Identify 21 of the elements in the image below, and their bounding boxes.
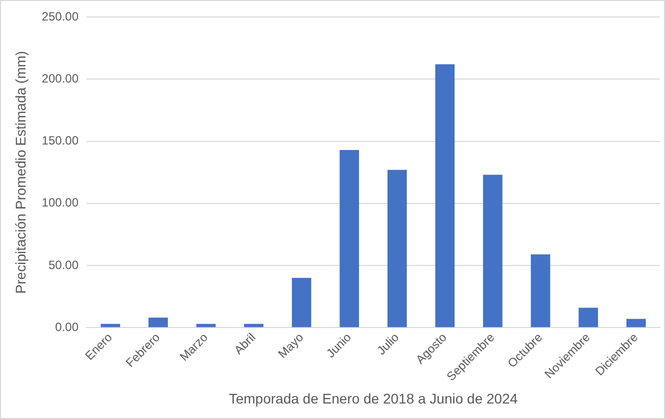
bar xyxy=(292,278,312,328)
bar xyxy=(100,324,120,328)
y-tick-label: 0.00 xyxy=(55,320,79,334)
bar xyxy=(530,254,550,328)
x-axis-title: Temporada de Enero de 2018 a Junio de 2024 xyxy=(228,390,518,406)
y-tick-label: 50.00 xyxy=(48,258,79,272)
bar xyxy=(578,308,598,328)
y-tick-label: 250.00 xyxy=(42,9,79,24)
y-tick-label: 200.00 xyxy=(42,71,79,86)
bar xyxy=(148,318,168,328)
bar xyxy=(244,324,264,328)
x-tick-label: Julio xyxy=(374,330,402,358)
bar xyxy=(483,174,502,328)
bar xyxy=(435,64,455,328)
bar xyxy=(196,324,216,328)
bar xyxy=(387,170,407,328)
y-axis-title: Precipitación Promedio Estimada (mm) xyxy=(12,50,28,294)
y-tick-label: 100.00 xyxy=(42,196,79,210)
bar xyxy=(626,318,646,328)
bar xyxy=(340,150,360,328)
y-tick-label: 150.00 xyxy=(42,134,79,148)
